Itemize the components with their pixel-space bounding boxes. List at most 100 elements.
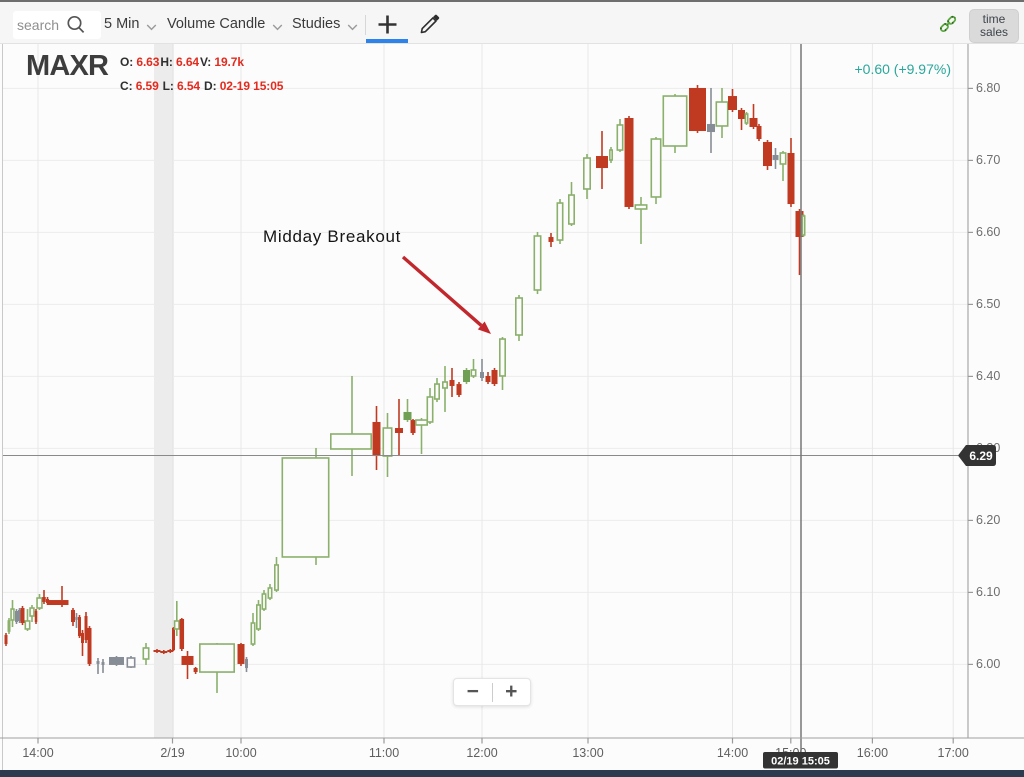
crosshair-time-tooltip [763,752,838,769]
zoom-out-button[interactable]: − [466,680,479,703]
candle-body [456,384,462,395]
ohlc-pair: O: 6.63 [120,55,160,69]
time-axis-label: 11:00 [368,746,400,760]
time-axis-label: 10:00 [225,746,257,760]
price-axis-label: 6.80 [976,80,1001,95]
candle-body [78,617,81,637]
candle-body [662,95,688,147]
candle-body [109,656,124,665]
candle-body [24,620,31,630]
candle-body [160,651,168,654]
candle-body [36,597,43,609]
candle-body [795,211,804,238]
time-sales-button[interactable]: time sales [969,9,1019,43]
price-axis-label: 6.10 [976,584,1001,599]
zoom-in-button[interactable]: + [505,680,518,703]
time-sales-line2: sales [979,25,1008,39]
candle-body [126,657,136,668]
ohlc-pair: L: 6.54 [162,79,201,93]
studies-label: Studies [292,16,341,32]
draw-tool-button[interactable] [412,2,446,46]
candle-body [787,152,795,205]
price-axis-label: 6.60 [976,224,1001,239]
candle-body [403,411,412,421]
time-axis-label: 12:00 [466,746,498,760]
zoom-divider [491,682,493,702]
chart-type-dropdown[interactable]: Volume Candle [167,2,283,46]
candle-body [463,369,470,383]
ohlc-pair: D: 02-19 15:05 [204,79,284,93]
candle-body [42,597,46,602]
studies-dropdown[interactable]: Studies [292,2,358,46]
candle-body [616,124,624,151]
candle-body [167,650,174,653]
candle-body [199,643,236,673]
candle-body [281,457,330,558]
candle-body [96,661,100,664]
candle-body [470,369,477,377]
candle-body [567,194,575,225]
candle-body [172,627,175,650]
annotation-label: Midday Breakout [263,227,402,246]
candle-body [779,152,787,165]
candle-body [267,587,273,599]
chevron-down-icon [147,24,157,31]
price-axis-label: 6.20 [976,512,1001,527]
candle-body [261,593,267,610]
chevron-down-icon [348,24,358,31]
candle-body [763,141,772,167]
candle-body [193,668,198,673]
time-axis-label: 14:00 [22,746,54,760]
price-axis-label: 6.50 [976,296,1001,311]
candle-body [689,87,706,132]
candle-body [173,620,180,630]
candle-body [634,204,648,210]
candle-body [47,600,69,605]
candle-body [480,372,484,378]
candle-body [410,420,416,433]
candle-body [433,383,440,400]
candle-body [250,622,256,645]
active-tab-underline [366,39,408,43]
candle-body [556,202,564,241]
candle-body [756,125,762,140]
bottom-panel-edge [0,770,1024,777]
crosshair-price-tag [958,445,996,466]
candle-body [608,149,613,161]
time-sales-line1: time [982,12,1006,26]
candle-body [18,609,21,621]
candle-body [744,113,749,124]
candle-body [738,110,745,119]
toolbar-separator [365,15,366,35]
ohlc-pair: C: 6.59 [120,79,159,93]
candle-body [7,620,11,632]
candle-body [153,650,161,653]
crosshair-price-tag-text: 6.29 [969,449,993,463]
candle-body [414,419,428,426]
candle-body [749,117,758,127]
candle-body [426,396,434,423]
candle-body [707,123,715,133]
price-axis-label: 6.00 [976,656,1001,671]
candle-body [179,618,185,649]
link-button[interactable] [936,2,960,46]
add-tab-button[interactable] [366,2,408,46]
toolbar: search 5 Min Volume Candle Studies [0,0,1024,44]
zoom-controls: − + [453,678,531,706]
candle-body [801,215,806,236]
candle-body [10,608,15,621]
candle-body [372,421,381,457]
candle-body [29,607,35,617]
candle-body [329,433,372,450]
link-icon [939,15,957,33]
pencil-icon [420,14,439,33]
interval-dropdown[interactable]: 5 Min [104,2,157,46]
candle-body [650,138,662,198]
time-axis-label: 14:00 [716,746,749,760]
candle-body [514,297,523,336]
candle-body [485,375,491,383]
interval-label: 5 Min [104,16,140,32]
candle-body [20,608,25,623]
search-input[interactable]: search [13,11,101,39]
